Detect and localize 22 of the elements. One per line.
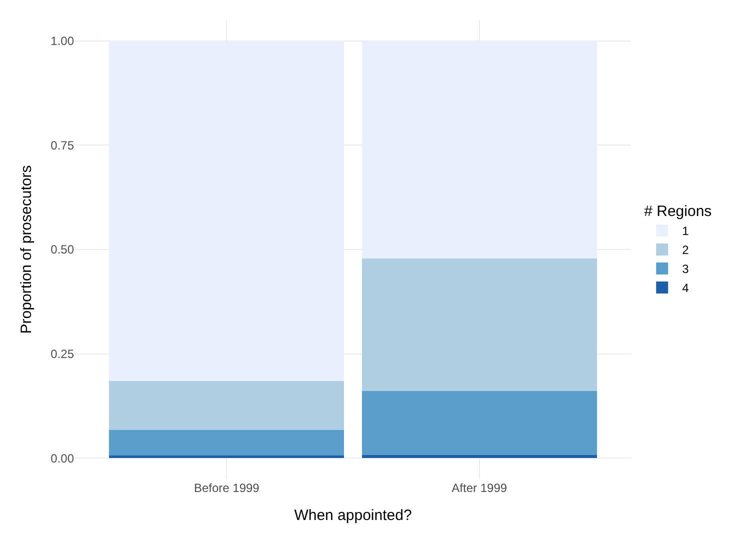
y-tick-label: 0.00: [50, 451, 74, 466]
bar: [362, 258, 597, 391]
bar: [109, 380, 344, 430]
bar: [109, 456, 344, 458]
bar: [109, 40, 344, 381]
y-tick-label: 0.50: [50, 242, 74, 257]
legend-label: 3: [682, 262, 690, 276]
legend-label: 2: [682, 243, 690, 258]
bar: [109, 430, 344, 456]
bar: [362, 454, 597, 458]
y-tick-label: 0.75: [50, 138, 74, 152]
y-tick-label: 0.25: [50, 347, 74, 362]
bar: [362, 390, 597, 455]
legend-title: # Regions: [644, 203, 712, 220]
y-tick-label: 1.00: [50, 34, 74, 48]
legend-label: 1: [682, 224, 690, 238]
x-tick-label: Before 1999: [194, 481, 260, 495]
y-axis-title: Proportion of prosecutors: [18, 165, 35, 334]
x-axis-title: When appointed?: [294, 507, 412, 524]
legend-label: 4: [682, 281, 690, 296]
bar: [362, 40, 597, 259]
x-tick-label: After 1999: [452, 481, 508, 495]
